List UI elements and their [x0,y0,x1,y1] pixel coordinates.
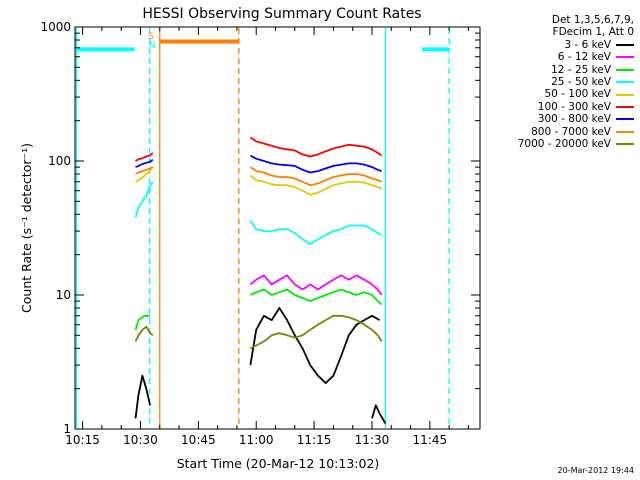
y-tick-label: 100 [48,154,71,168]
legend-swatch [616,44,634,47]
legend-swatch [616,143,634,146]
legend-item-label: 800 - 7000 keV [531,125,611,138]
series-line [134,374,151,419]
marker-label: S [148,32,154,42]
series-line [135,166,154,175]
legend: Det 1,3,5,6,7,9, FDecim 1, Att 0 3 - 6 k… [484,14,634,150]
legend-item: 12 - 25 keV [484,64,634,76]
legend-item-label: 100 - 300 keV [537,100,611,113]
series-line [249,307,381,385]
legend-item: 7000 - 20000 keV [484,138,634,150]
legend-item: 800 - 7000 keV [484,126,634,138]
x-axis-label: Start Time (20-Mar-12 10:13:02) [177,456,380,471]
series-line [250,314,383,350]
legend-item-label: 6 - 12 keV [557,51,611,64]
plot-frame [74,26,481,430]
y-tick-label: 1000 [40,20,71,34]
y-axis-label: Count Rate (s⁻¹ detector⁻¹) [19,143,34,313]
x-tick-label: 10:45 [181,433,216,447]
plot-layer: SN [75,28,450,428]
x-tick-label: 11:45 [413,433,448,447]
series-line [249,220,383,246]
legend-swatch [616,68,634,71]
x-tick-label: 10:15 [65,433,100,447]
series-line [249,136,383,158]
timestamp-footer: 20-Mar-2012 19:44 [557,466,635,475]
marker-label: N [149,41,156,51]
series-line [135,152,154,162]
series-line [250,288,383,306]
legend-swatch [616,118,634,121]
axes-layer: 10:15 10:30 10:45 11:00 11:15 11:30 11:45 1 10 10… [40,20,480,447]
y-tick-label: 1 [63,422,71,436]
x-tick-label: 10:30 [123,433,158,447]
legend-swatch [616,81,634,84]
legend-item: 25 - 50 keV [484,76,634,88]
legend-item-label: 25 - 50 keV [551,76,611,89]
x-tick-label: 11:30 [355,433,390,447]
legend-swatch [616,56,634,59]
series-line [249,274,383,296]
series-line [249,166,382,187]
legend-item-label: 300 - 800 keV [537,113,611,126]
series-line [249,154,382,174]
series-line [135,166,154,183]
legend-swatch [616,130,634,133]
series-line [134,314,151,331]
series-line [134,325,154,342]
series-line [371,404,387,424]
legend-item-label: 12 - 25 keV [551,63,611,76]
legend-item-label: 7000 - 20000 keV [517,138,611,151]
legend-item: 100 - 300 keV [484,101,634,113]
legend-swatch [616,106,634,109]
legend-item: 300 - 800 keV [484,113,634,125]
x-tick-label: 11:00 [239,433,274,447]
legend-item: 6 - 12 keV [484,51,634,63]
legend-header-line: FDecim 1, Att 0 [552,26,634,39]
legend-item-label: 3 - 6 keV [564,38,611,51]
legend-item: 50 - 100 keV [484,88,634,100]
legend-swatch [616,93,634,96]
legend-item: 3 - 6 keV [484,39,634,51]
series-line [249,174,382,196]
chart-title: HESSI Observing Summary Count Rates [142,6,421,22]
series-line [135,159,154,168]
series-line [134,181,154,218]
x-tick-label: 11:15 [297,433,332,447]
legend-item-label: 50 - 100 keV [544,88,611,101]
y-tick-label: 10 [56,288,71,302]
legend-header-line: Det 1,3,5,6,7,9, [551,14,634,26]
